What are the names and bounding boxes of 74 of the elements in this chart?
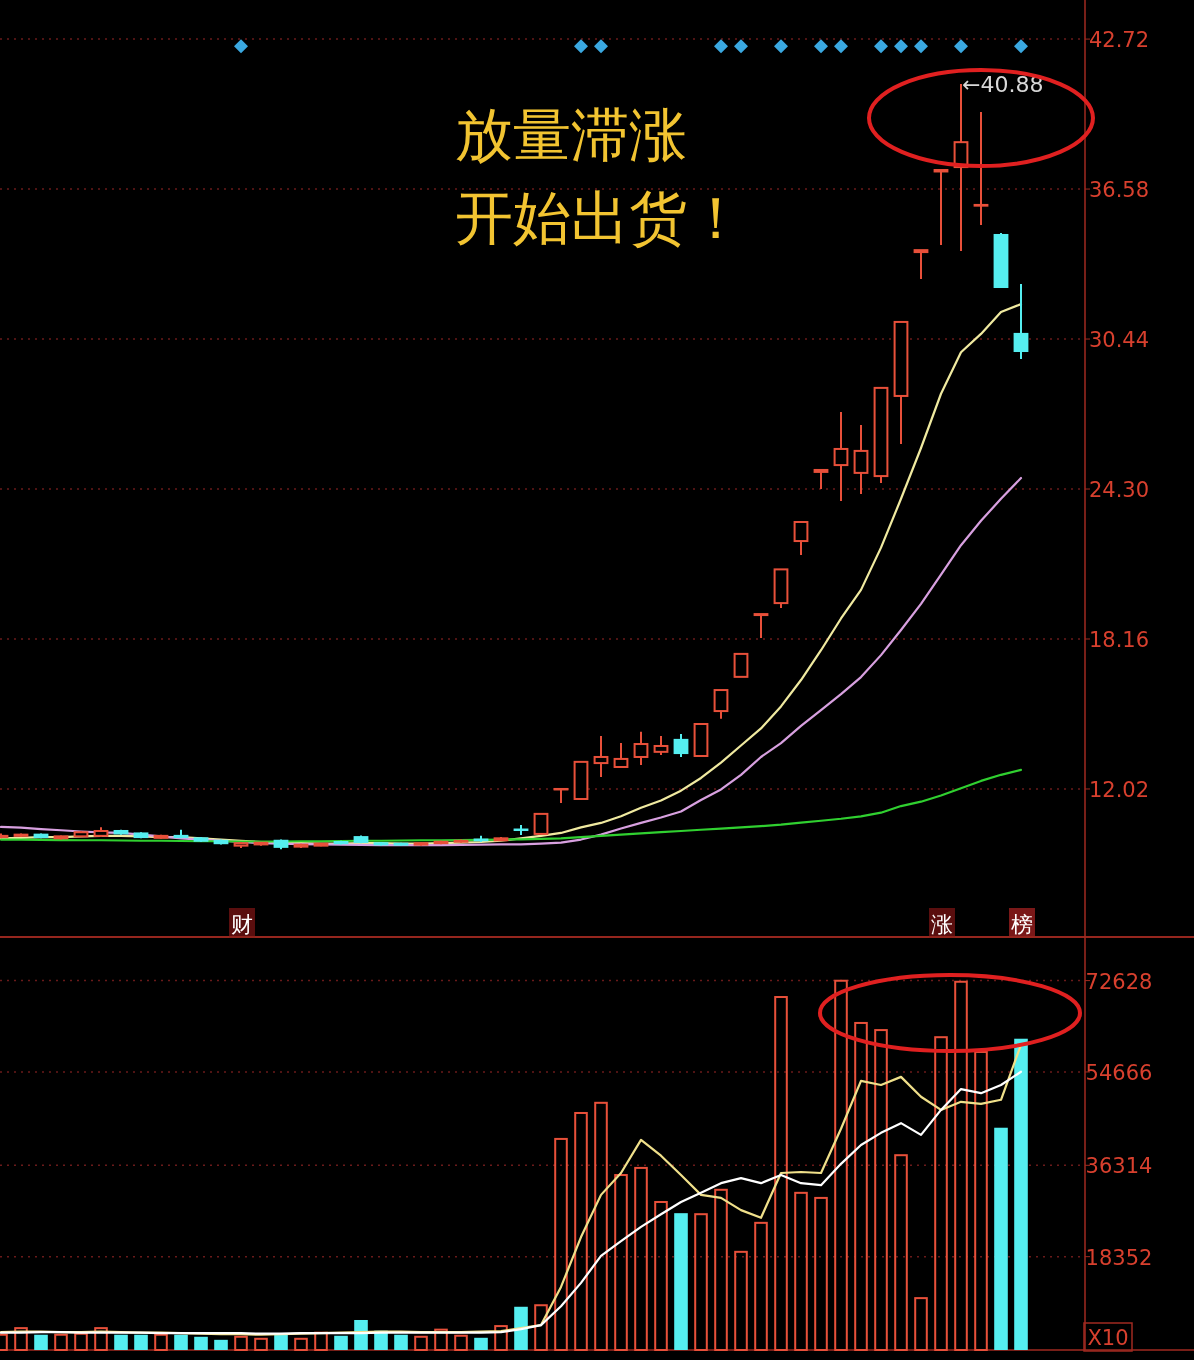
bar: [954, 980, 968, 1351]
bar: [454, 1334, 468, 1351]
bar: [294, 1337, 308, 1351]
annotation: 开始出货！: [455, 184, 745, 252]
annotation: 涨: [931, 912, 953, 937]
bar: [74, 1332, 88, 1351]
bar: [794, 1191, 808, 1351]
bar: [654, 1200, 668, 1351]
bar: [354, 1319, 368, 1350]
bar: [54, 1333, 68, 1351]
line-series: [0, 768, 1023, 843]
bar: [234, 1335, 248, 1351]
annotation: 放量滞涨: [455, 101, 687, 169]
bar: [674, 1213, 688, 1350]
bar: [614, 1174, 628, 1351]
bar: [254, 1337, 268, 1351]
bar: [134, 1334, 148, 1350]
line-series: [0, 303, 1023, 845]
line-series: [0, 476, 1023, 847]
bar: [694, 1213, 708, 1351]
bar: [994, 1127, 1008, 1350]
y-tick-label: 18.16: [1088, 628, 1150, 652]
text: X10: [1087, 1326, 1129, 1350]
bar: [534, 1304, 548, 1351]
bar: [114, 1334, 128, 1350]
bar: [394, 1334, 408, 1350]
bar: [494, 1325, 508, 1351]
bar: [474, 1337, 488, 1350]
bar: [774, 996, 788, 1351]
bar: [334, 1335, 348, 1350]
y-tick-label: 18352: [1085, 1245, 1153, 1270]
y-tick-label: 12.02: [1088, 777, 1150, 802]
bar: [634, 1166, 648, 1351]
bar: [314, 1331, 328, 1351]
bar: [854, 1021, 868, 1351]
candlestick: [973, 111, 989, 226]
y-tick-label: 72628: [1085, 969, 1153, 994]
annotation: 财: [231, 912, 253, 937]
bar: [734, 1250, 748, 1351]
bar: [154, 1333, 168, 1351]
candlestick: [833, 411, 849, 502]
bar: [914, 1297, 928, 1351]
bar: [894, 1154, 908, 1351]
annotation: 榜: [1011, 912, 1033, 937]
bar: [874, 1029, 888, 1351]
bar: [574, 1111, 588, 1351]
bar: [1014, 1038, 1028, 1350]
bar: [554, 1137, 568, 1351]
bar: [214, 1339, 228, 1350]
bar: [594, 1101, 608, 1351]
bar: [834, 979, 848, 1351]
annotation: ←40.88: [962, 72, 1044, 98]
bar: [714, 1188, 728, 1351]
bar: [194, 1336, 208, 1350]
y-tick-label: 42.72: [1088, 28, 1150, 53]
bar: [754, 1221, 768, 1351]
bar: [274, 1334, 288, 1350]
bar: [814, 1196, 828, 1351]
bar: [514, 1306, 528, 1350]
candlestick: [593, 734, 609, 779]
y-tick-label: 36.58: [1088, 178, 1150, 203]
bar: [434, 1328, 448, 1351]
bar: [174, 1334, 188, 1350]
bar: [34, 1334, 48, 1350]
bar: [414, 1335, 428, 1351]
bar: [14, 1327, 28, 1351]
y-tick-label: 30.44: [1088, 328, 1150, 353]
bar: [974, 1050, 988, 1351]
y-tick-label: 24.30: [1088, 478, 1150, 503]
bar: [94, 1327, 108, 1351]
candlestick: [853, 424, 869, 495]
y-tick-label: 36314: [1085, 1154, 1153, 1179]
bar: [934, 1036, 948, 1351]
y-tick-label: 54666: [1085, 1060, 1153, 1085]
